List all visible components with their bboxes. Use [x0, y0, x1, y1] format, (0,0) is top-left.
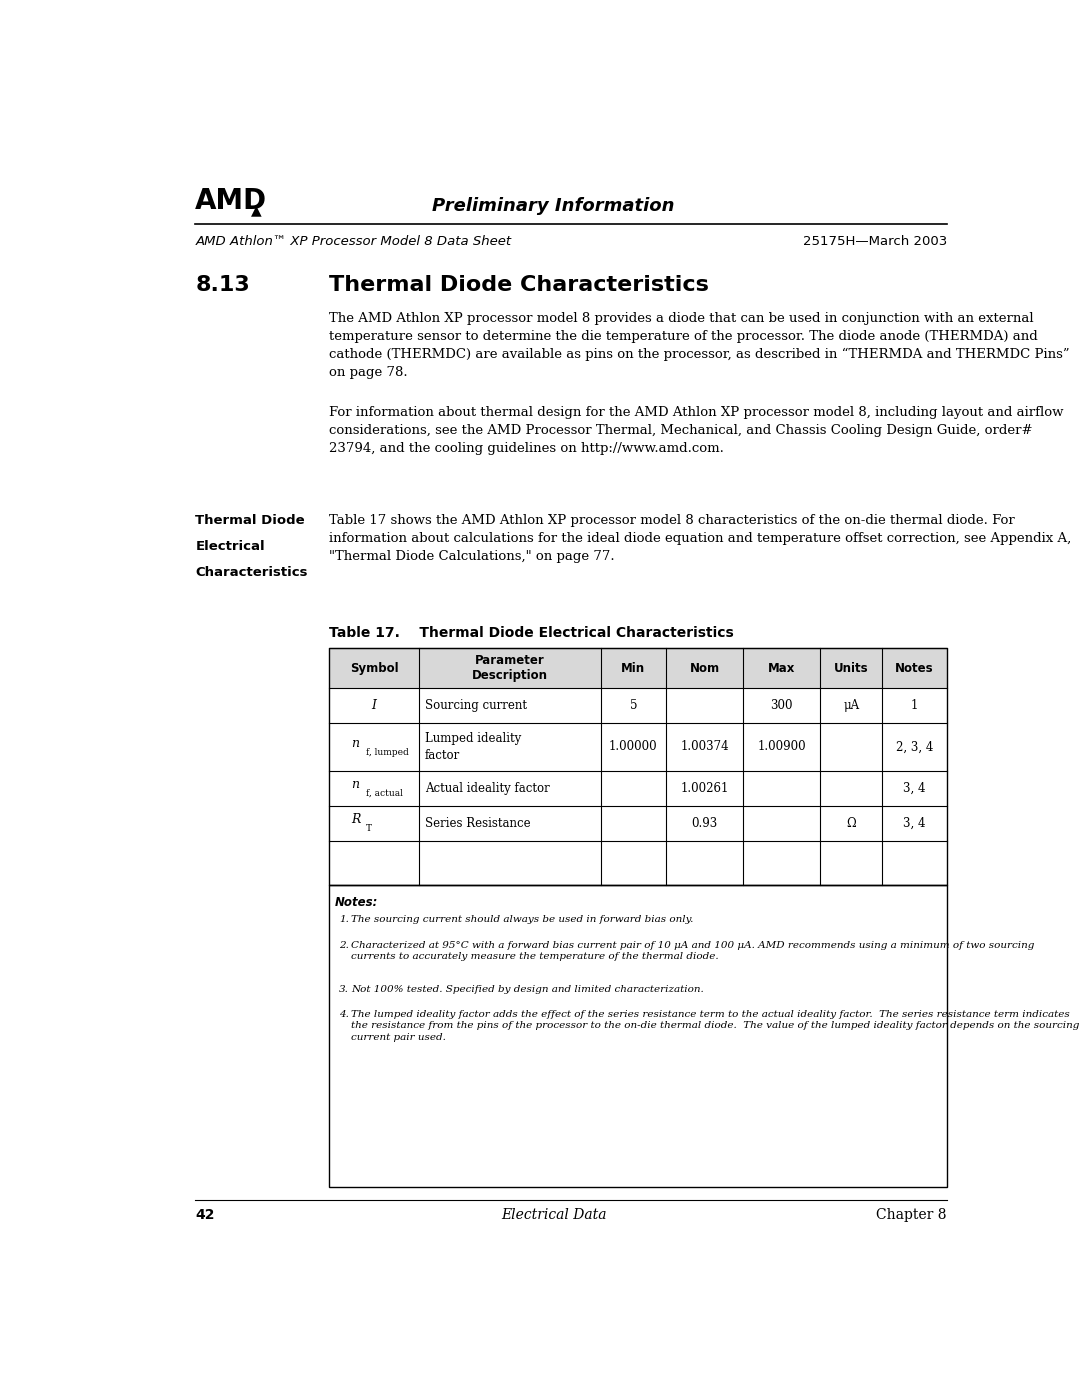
Text: T: T: [366, 824, 372, 833]
Text: μA: μA: [843, 700, 860, 712]
Text: 3, 4: 3, 4: [903, 781, 926, 795]
Text: f, lumped: f, lumped: [366, 747, 408, 757]
Text: 3.: 3.: [339, 985, 349, 993]
Text: Electrical: Electrical: [195, 539, 265, 553]
Text: Table 17 shows the AMD Athlon XP processor model 8 characteristics of the on-die: Table 17 shows the AMD Athlon XP process…: [329, 514, 1071, 563]
Text: Notes: Notes: [895, 662, 934, 675]
Text: 1.00900: 1.00900: [757, 740, 806, 753]
Text: 5: 5: [630, 700, 637, 712]
Text: Nom: Nom: [689, 662, 719, 675]
Text: 300: 300: [770, 700, 793, 712]
Text: Preliminary Information: Preliminary Information: [432, 197, 675, 215]
Text: Electrical Data: Electrical Data: [501, 1208, 606, 1222]
Text: f, actual: f, actual: [366, 789, 403, 798]
Text: Min: Min: [621, 662, 646, 675]
Text: 8.13: 8.13: [195, 275, 249, 295]
Text: Table 17.    Thermal Diode Electrical Characteristics: Table 17. Thermal Diode Electrical Chara…: [329, 626, 734, 640]
Bar: [329, 886, 947, 1187]
Text: Max: Max: [768, 662, 795, 675]
Text: Thermal Diode: Thermal Diode: [195, 514, 305, 527]
Text: The lumped ideality factor adds the effect of the series resistance term to the : The lumped ideality factor adds the effe…: [351, 1010, 1079, 1042]
Text: R: R: [351, 813, 361, 827]
Text: Not 100% tested. Specified by design and limited characterization.: Not 100% tested. Specified by design and…: [351, 985, 704, 993]
Text: Characterized at 95°C with a forward bias current pair of 10 μA and 100 μA. AMD : Characterized at 95°C with a forward bia…: [351, 940, 1035, 961]
Text: AMD: AMD: [195, 187, 268, 215]
Text: Symbol: Symbol: [350, 662, 399, 675]
Text: 25175H—March 2003: 25175H—March 2003: [802, 236, 947, 249]
Text: Parameter
Description: Parameter Description: [472, 654, 548, 682]
Text: 4.: 4.: [339, 1010, 349, 1018]
Text: 1.00261: 1.00261: [680, 781, 729, 795]
Text: 1: 1: [910, 700, 918, 712]
Text: Units: Units: [834, 662, 868, 675]
Text: 1.00374: 1.00374: [680, 740, 729, 753]
Text: 2.: 2.: [339, 940, 349, 950]
Text: 3, 4: 3, 4: [903, 817, 926, 830]
Text: Series Resistance: Series Resistance: [424, 817, 530, 830]
Text: 1.00000: 1.00000: [609, 740, 658, 753]
Text: I: I: [372, 700, 377, 712]
Text: AMD Athlon™ XP Processor Model 8 Data Sheet: AMD Athlon™ XP Processor Model 8 Data Sh…: [195, 236, 512, 249]
Text: Lumped ideality
factor: Lumped ideality factor: [424, 732, 521, 761]
Text: For information about thermal design for the AMD Athlon XP processor model 8, in: For information about thermal design for…: [329, 407, 1064, 455]
Text: Characteristics: Characteristics: [195, 566, 308, 578]
Text: Sourcing current: Sourcing current: [424, 700, 527, 712]
Text: Ω: Ω: [847, 817, 856, 830]
Text: Notes:: Notes:: [335, 895, 378, 909]
Bar: [329, 648, 947, 886]
Bar: [329, 648, 947, 689]
Text: 0.93: 0.93: [691, 817, 717, 830]
Text: n: n: [352, 738, 360, 750]
Text: Actual ideality factor: Actual ideality factor: [424, 781, 550, 795]
Text: 2, 3, 4: 2, 3, 4: [895, 740, 933, 753]
Text: 42: 42: [195, 1208, 215, 1222]
Text: Thermal Diode Characteristics: Thermal Diode Characteristics: [329, 275, 710, 295]
Text: n: n: [352, 778, 360, 791]
Text: The sourcing current should always be used in forward bias only.: The sourcing current should always be us…: [351, 915, 693, 925]
Text: Chapter 8: Chapter 8: [876, 1208, 947, 1222]
Text: 1.: 1.: [339, 915, 349, 925]
Text: The AMD Athlon XP processor model 8 provides a diode that can be used in conjunc: The AMD Athlon XP processor model 8 prov…: [329, 312, 1070, 379]
Text: ▲: ▲: [252, 204, 262, 218]
